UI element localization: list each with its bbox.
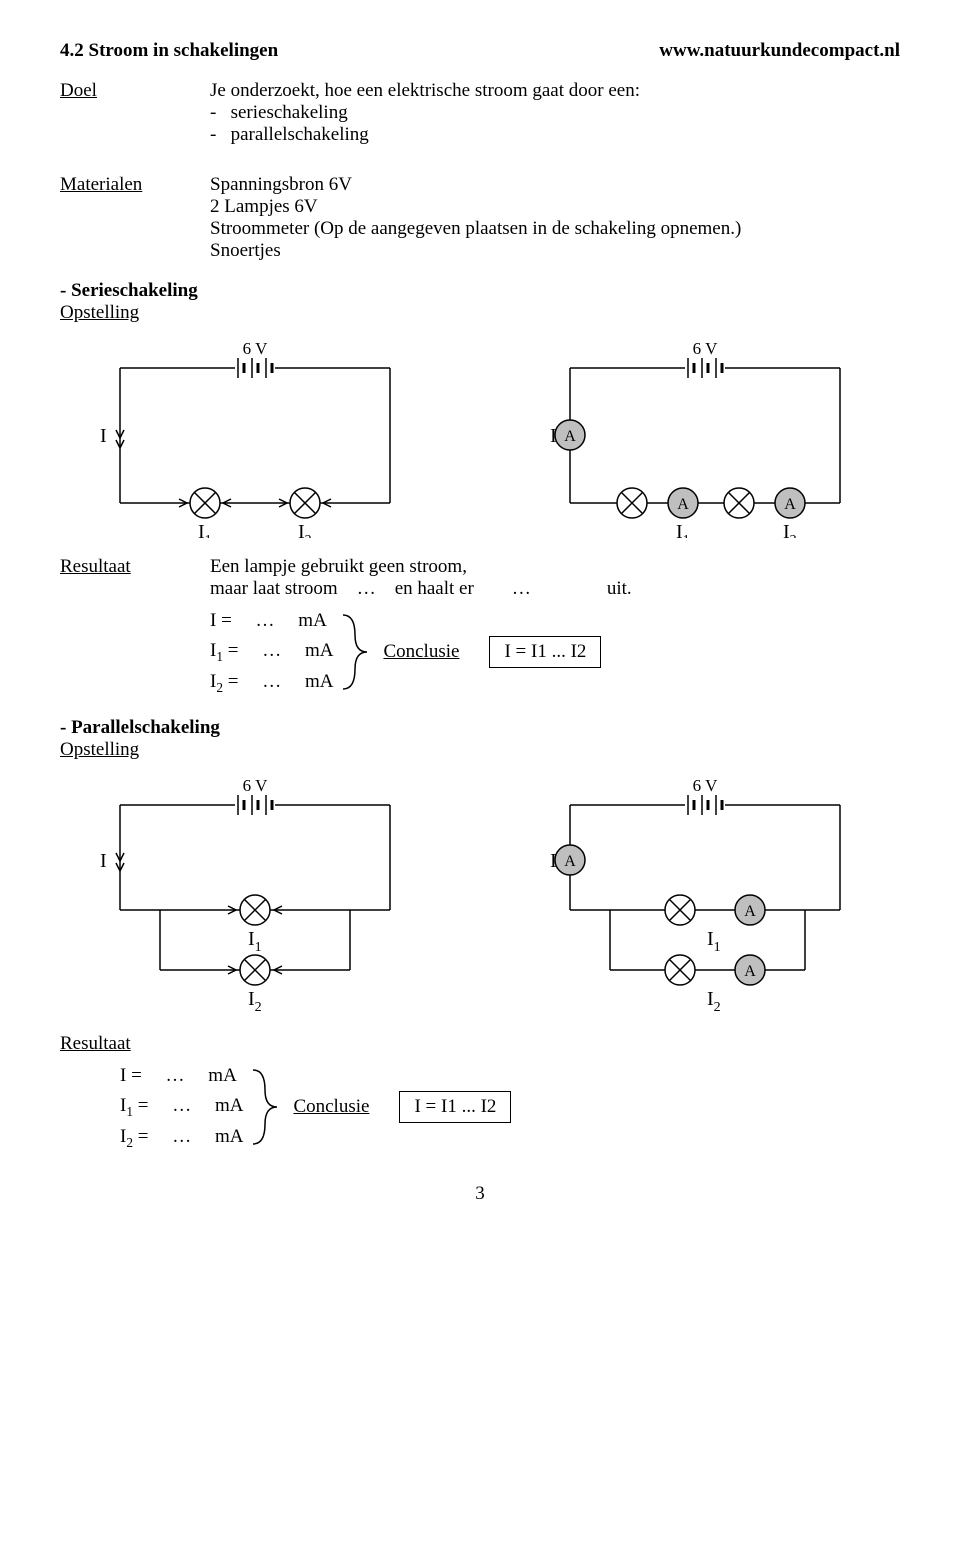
serie-circuit-right: 6 V A A (510, 338, 900, 538)
svg-text:I2: I2 (298, 521, 312, 538)
svg-text:A: A (677, 496, 689, 513)
resultaat-line2: maar laat stroom … en haalt er … uit. (210, 578, 900, 600)
svg-text:I: I (100, 850, 107, 872)
resultaat-content: Een lampje gebruikt geen stroom, maar la… (210, 556, 900, 600)
parallel-circuit-left: 6 V (60, 775, 450, 1015)
parallel-equations: I = … mA I1 = … mA I2 = … mA Conclusie I… (120, 1061, 900, 1154)
brace-icon (333, 607, 383, 697)
eq-rows-2: I = … mA I1 = … mA I2 = … mA (120, 1061, 243, 1154)
eq-rows: I = … mA I1 = … mA I2 = … mA (210, 606, 333, 699)
svg-text:I2: I2 (707, 988, 721, 1015)
conclusie-label: Conclusie (383, 641, 459, 663)
parallel-opstelling: Opstelling (60, 739, 900, 761)
svg-text:I2: I2 (248, 988, 262, 1015)
materialen-line-1: Spanningsbron 6V (210, 174, 900, 196)
svg-text:I: I (550, 850, 557, 872)
doel-label: Doel (60, 80, 210, 146)
doel-section: Doel Je onderzoekt, hoe een elektrische … (60, 80, 900, 146)
doel-item-2: - parallelschakeling (210, 124, 900, 146)
parallel-circuit-right: 6 V A A (510, 775, 900, 1015)
svg-text:A: A (564, 853, 576, 870)
svg-text:I1: I1 (198, 521, 212, 538)
doel-item-1: - serieschakeling (210, 102, 900, 124)
conclusion-box-2: I = I1 ... I2 (399, 1091, 511, 1123)
resultaat-line1: Een lampje gebruikt geen stroom, (210, 556, 900, 578)
serie-equations: I = … mA I1 = … mA I2 = … mA Conclusie I… (210, 606, 900, 699)
materialen-line-4: Snoertjes (210, 240, 900, 262)
serie-opstelling: Opstelling (60, 302, 900, 324)
serie-heading: - Serieschakeling (60, 280, 900, 302)
page-header: 4.2 Stroom in schakelingen www.natuurkun… (60, 40, 900, 62)
doel-content: Je onderzoekt, hoe een elektrische stroo… (210, 80, 900, 146)
svg-text:6 V: 6 V (693, 776, 718, 795)
svg-text:I1: I1 (248, 928, 262, 955)
doel-intro: Je onderzoekt, hoe een elektrische stroo… (210, 80, 900, 102)
svg-text:I1: I1 (676, 521, 690, 538)
brace-icon (243, 1062, 293, 1152)
svg-text:6 V: 6 V (243, 339, 268, 358)
svg-text:A: A (744, 963, 756, 980)
resultaat-label: Resultaat (60, 556, 210, 600)
parallel-heading: - Parallelschakeling (60, 717, 900, 739)
svg-text:A: A (744, 903, 756, 920)
svg-text:I1: I1 (707, 928, 721, 955)
page-number: 3 (60, 1183, 900, 1205)
materialen-content: Spanningsbron 6V 2 Lampjes 6V Stroommete… (210, 174, 900, 262)
svg-text:I: I (100, 425, 107, 447)
svg-text:6 V: 6 V (243, 776, 268, 795)
svg-text:A: A (784, 496, 796, 513)
svg-text:I: I (550, 425, 557, 447)
parallel-resultaat-label: Resultaat (60, 1033, 900, 1055)
parallel-diagrams: 6 V (60, 775, 900, 1015)
header-left: 4.2 Stroom in schakelingen (60, 40, 278, 62)
svg-text:6 V: 6 V (693, 339, 718, 358)
svg-text:A: A (564, 428, 576, 445)
materialen-section: Materialen Spanningsbron 6V 2 Lampjes 6V… (60, 174, 900, 262)
header-right: www.natuurkundecompact.nl (659, 40, 900, 62)
svg-text:I2: I2 (783, 521, 797, 538)
conclusion-box: I = I1 ... I2 (489, 636, 601, 668)
conclusie-label-2: Conclusie (293, 1096, 369, 1118)
serie-diagrams: 6 V (60, 338, 900, 538)
serie-resultaat: Resultaat Een lampje gebruikt geen stroo… (60, 556, 900, 600)
materialen-label: Materialen (60, 174, 210, 262)
serie-circuit-left: 6 V (60, 338, 450, 538)
materialen-line-3: Stroommeter (Op de aangegeven plaatsen i… (210, 218, 900, 240)
materialen-line-2: 2 Lampjes 6V (210, 196, 900, 218)
